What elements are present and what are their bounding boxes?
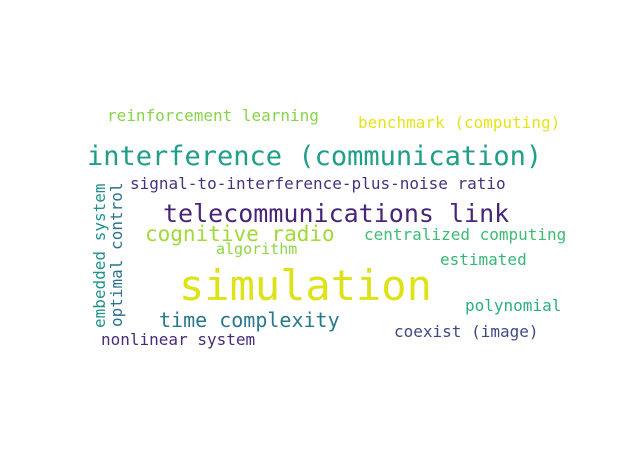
word-polynomial: polynomial [465,296,562,315]
word-embedded-system: embedded system [90,183,109,329]
word-cognitive-radio: cognitive radio [145,222,335,246]
word-algorithm: algorithm [216,240,298,258]
word-centralized-computing: centralized computing [364,225,567,244]
word-estimated: estimated [440,250,527,269]
word-benchmark-computing: benchmark (computing) [358,113,561,132]
word-time-complexity: time complexity [159,308,340,332]
word-interference-communication: interference (communication) [87,141,543,172]
word-signal-to-interference-plus-noise-ratio: signal-to-interference-plus-noise ratio [130,174,506,193]
word-reinforcement-learning: reinforcement learning [107,106,319,125]
word-telecommunications-link: telecommunications link [163,199,510,228]
word-optimal-control: optimal control [107,182,126,328]
word-coexist-image: coexist (image) [394,322,539,341]
word-nonlinear-system: nonlinear system [101,330,256,349]
word-simulation: simulation [179,261,432,310]
